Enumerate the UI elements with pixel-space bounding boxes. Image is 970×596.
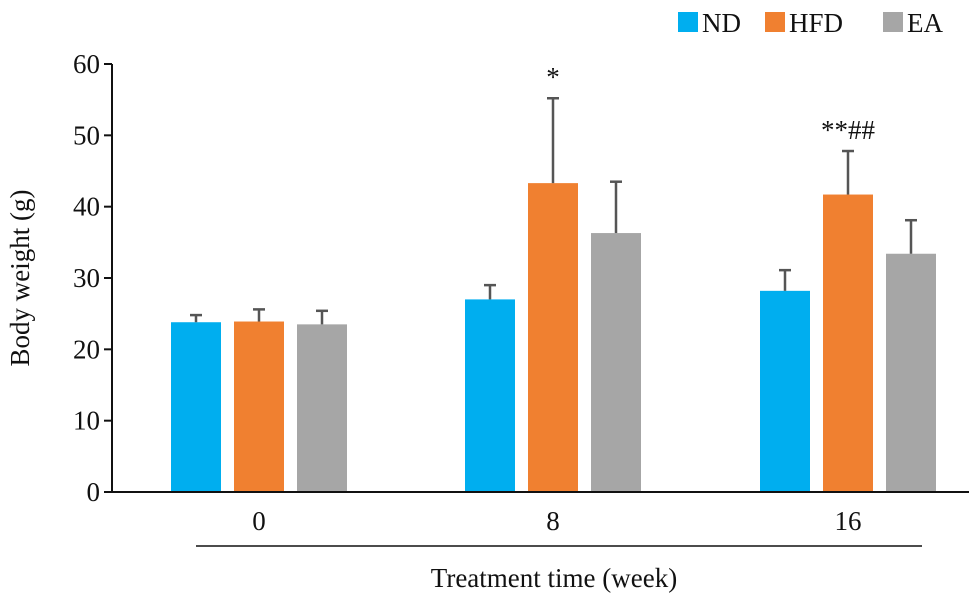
significance-marker: **##	[821, 115, 876, 145]
y-tick-label: 40	[73, 192, 100, 222]
bar-hfd-week-8	[528, 183, 578, 493]
y-axis-label: Body weight (g)	[5, 190, 35, 367]
bar-hfd-week-0	[234, 321, 284, 492]
bar-ea-week-0	[297, 324, 347, 492]
y-axis: 0 10 20 30 40 50 60	[73, 49, 113, 507]
bar-nd-week-16	[760, 290, 810, 492]
x-tick-label: 16	[835, 506, 862, 536]
x-tick-label: 0	[252, 506, 266, 536]
y-tick-label: 50	[73, 120, 100, 150]
x-tick-label: 8	[546, 506, 560, 536]
y-tick-label: 0	[87, 477, 101, 507]
legend-swatch-ea	[883, 12, 903, 32]
bar-groups	[171, 96, 936, 493]
legend-swatch-nd	[678, 12, 698, 32]
y-tick-label: 10	[73, 406, 100, 436]
significance-marker: *	[546, 62, 560, 92]
significance-annotations: * **##	[546, 62, 875, 145]
bar-hfd-week-16	[823, 194, 873, 493]
bar-ea-week-16	[886, 253, 936, 492]
legend-label-hfd: HFD	[789, 8, 843, 38]
y-tick-label: 60	[73, 49, 100, 79]
y-tick-label: 30	[73, 263, 100, 293]
bar-ea-week-8	[591, 233, 641, 492]
y-tick-label: 20	[73, 334, 100, 364]
legend-label-nd: ND	[702, 8, 741, 38]
legend-label-ea: EA	[907, 8, 943, 38]
x-axis: 0 8 16	[112, 491, 969, 547]
bar-nd-week-8	[465, 299, 515, 492]
legend: ND HFD EA	[678, 8, 943, 38]
bar-nd-week-0	[171, 322, 221, 492]
legend-swatch-hfd	[765, 12, 785, 32]
x-axis-label: Treatment time (week)	[431, 563, 677, 593]
